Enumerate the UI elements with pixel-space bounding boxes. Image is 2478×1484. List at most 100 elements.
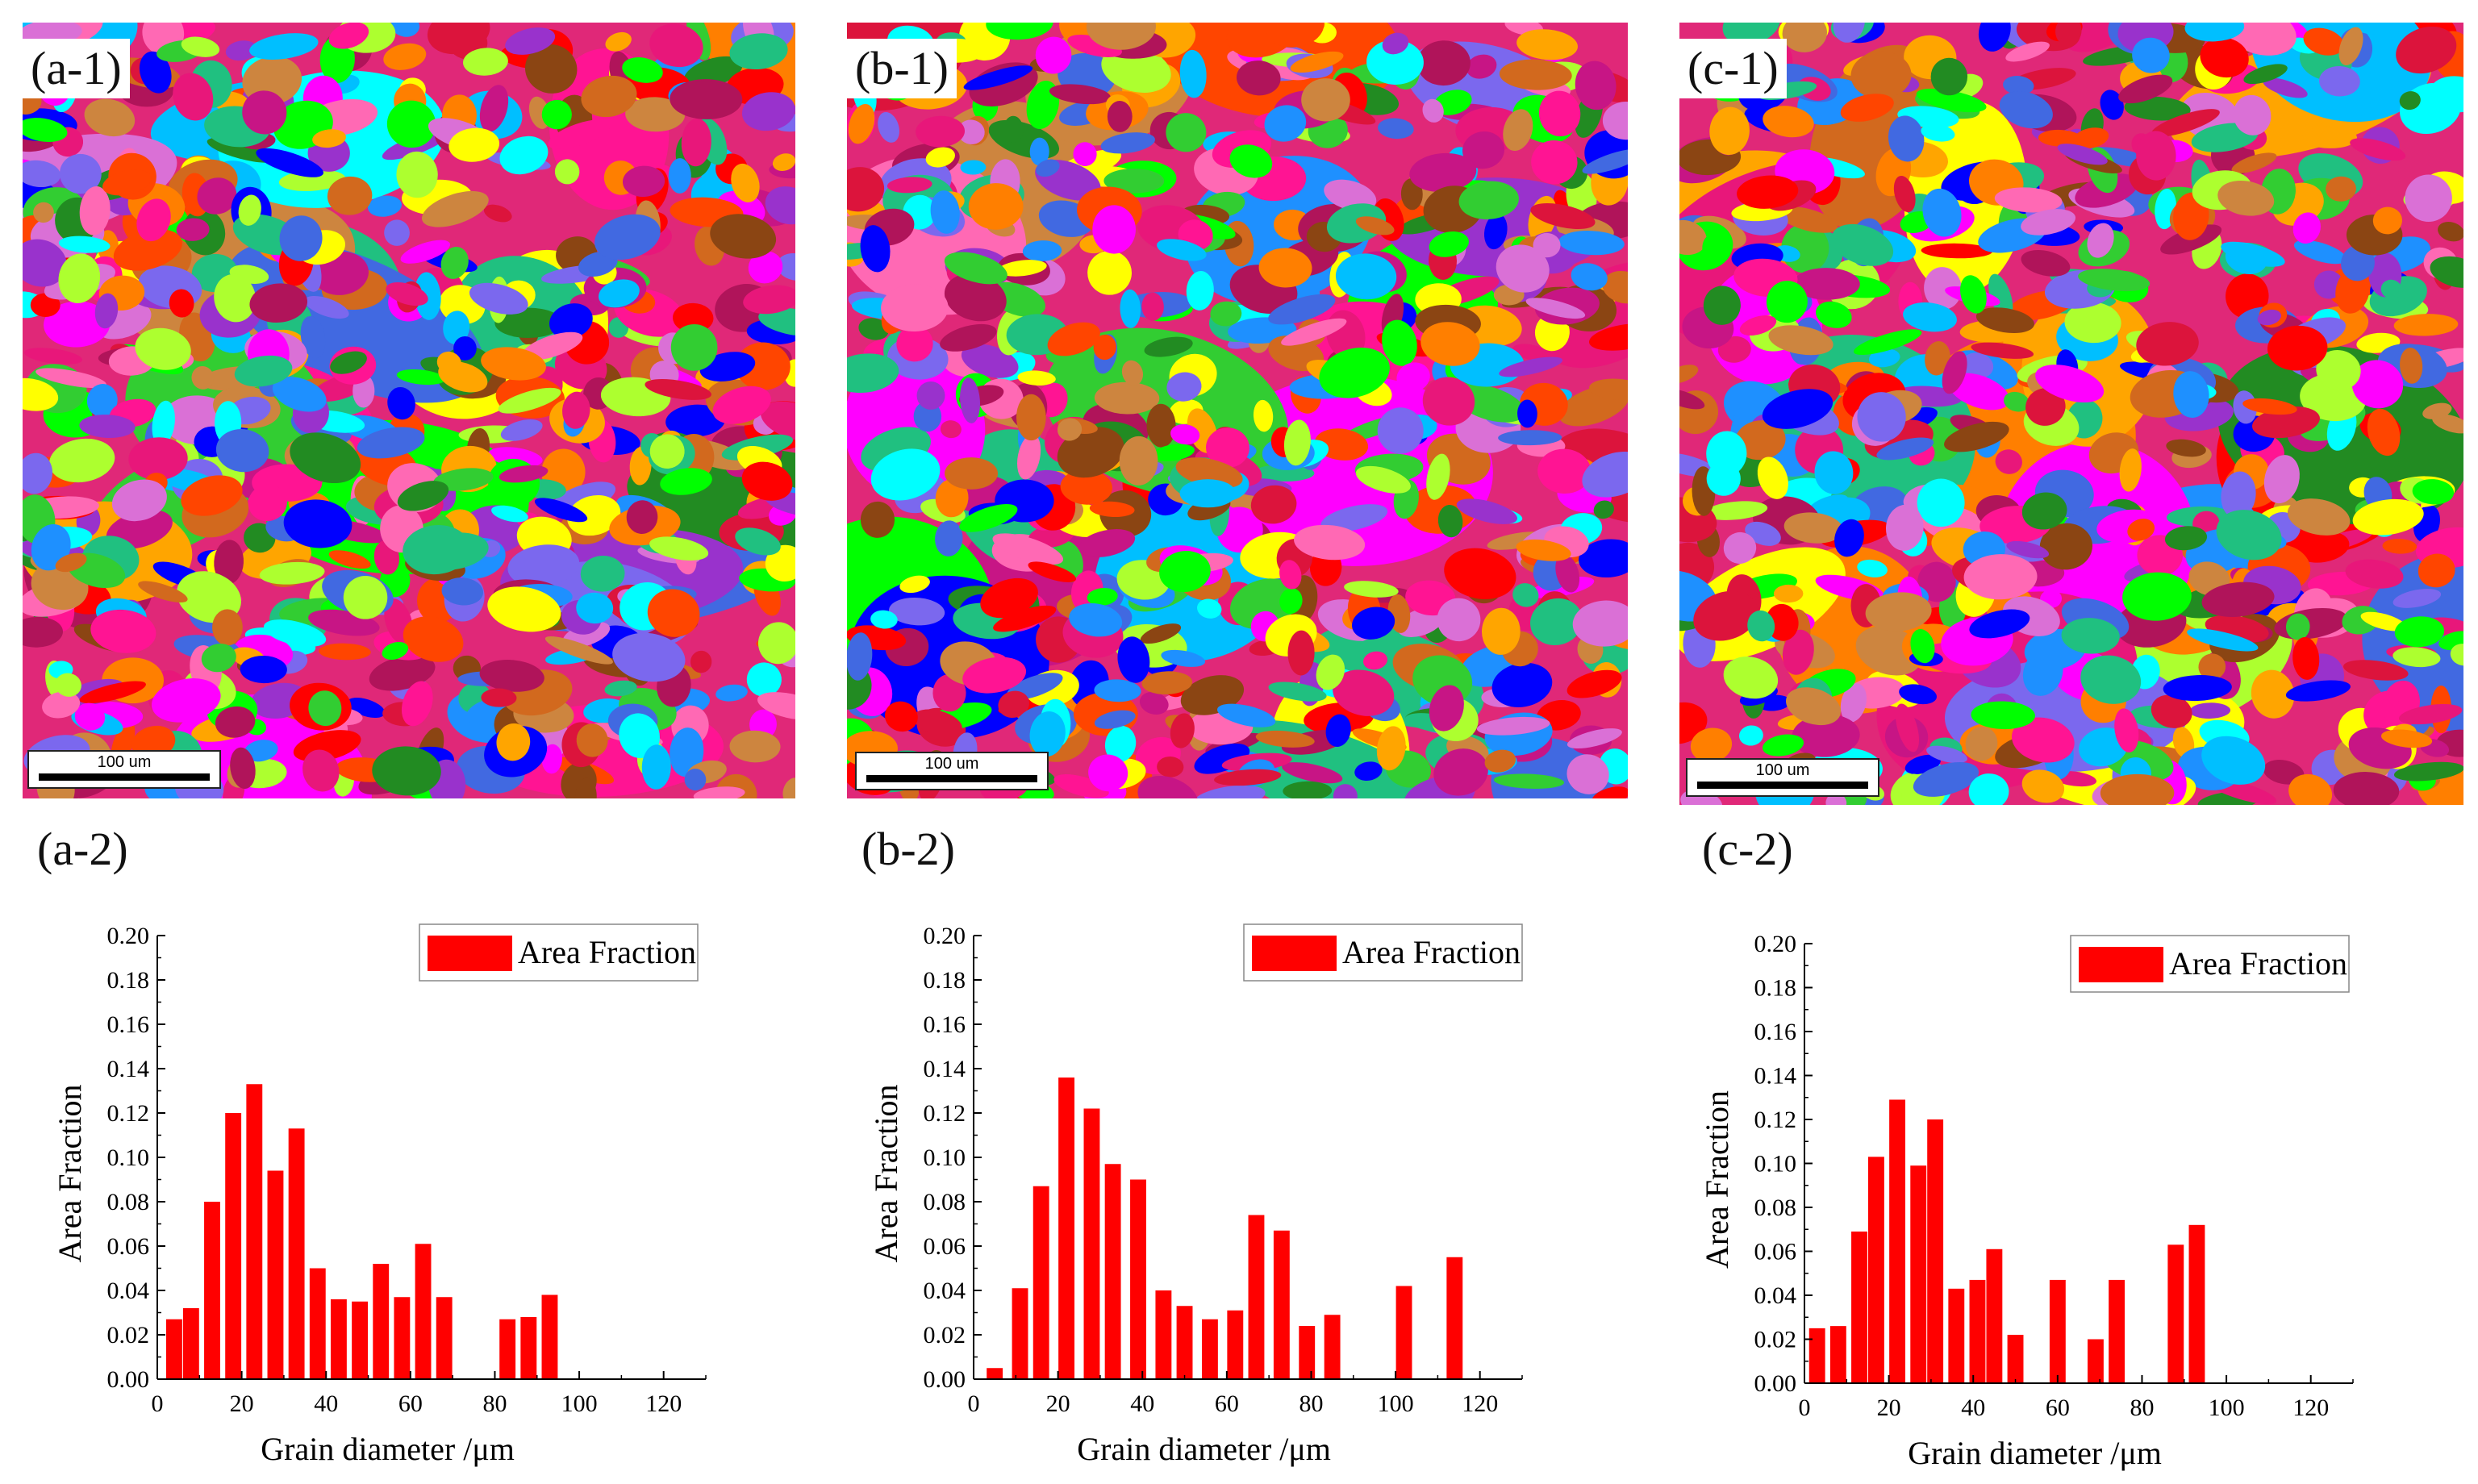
- grain: [2393, 761, 2463, 782]
- x-axis-label: Grain diameter /μm: [1077, 1431, 1331, 1467]
- grain: [645, 379, 711, 400]
- x-tick-label: 40: [1130, 1390, 1154, 1417]
- grain: [327, 176, 373, 215]
- grain: [1320, 504, 1388, 532]
- grain: [1087, 588, 1118, 606]
- grain: [1865, 592, 1932, 632]
- grain: [670, 323, 718, 371]
- grain: [1255, 730, 1315, 748]
- y-tick-label: 0.16: [924, 1011, 966, 1038]
- grain: [448, 127, 500, 162]
- grain: [604, 680, 637, 697]
- x-tick-label: 0: [152, 1390, 164, 1417]
- y-tick-label: 0.12: [1754, 1107, 1797, 1133]
- grain: [524, 44, 578, 94]
- grain: [1344, 581, 1399, 598]
- grain: [2293, 240, 2347, 265]
- grain: [2380, 279, 2402, 299]
- grain: [1325, 714, 1351, 747]
- grain: [1100, 132, 1155, 154]
- grain: [1538, 90, 1581, 137]
- grain: [487, 586, 561, 632]
- grain: [84, 98, 136, 137]
- grain: [1512, 583, 1539, 607]
- grain: [2038, 129, 2082, 147]
- grain: [1437, 504, 1463, 538]
- grain: [367, 195, 402, 217]
- y-tick-label: 0.12: [924, 1100, 966, 1127]
- bar: [2167, 1244, 2184, 1383]
- grain: [1422, 377, 1475, 426]
- bar: [1324, 1315, 1341, 1379]
- grain: [1352, 607, 1395, 640]
- grain: [2292, 212, 2321, 244]
- grain: [1236, 60, 1281, 96]
- grain: [1166, 372, 1202, 402]
- y-axis-label: Area Fraction: [868, 1084, 904, 1262]
- grain: [1266, 23, 1325, 48]
- grain: [2119, 448, 2142, 492]
- grain: [860, 501, 895, 538]
- grain: [1516, 539, 1571, 561]
- grain: [2345, 559, 2404, 589]
- grain: [23, 239, 67, 287]
- grain: [1702, 235, 1725, 266]
- grain: [1762, 389, 1833, 429]
- bar: [1083, 1108, 1100, 1379]
- y-tick-label: 0.06: [107, 1233, 150, 1260]
- grain: [2394, 616, 2445, 648]
- grain: [2287, 498, 2351, 536]
- grain: [1444, 548, 1516, 599]
- grain: [2252, 406, 2320, 439]
- grain: [1420, 322, 1480, 366]
- grain: [1994, 187, 2063, 213]
- grain: [1679, 219, 1707, 256]
- grain: [1833, 23, 1865, 43]
- grain: [2100, 90, 2124, 120]
- grain: [1409, 152, 1477, 192]
- grain: [384, 219, 410, 246]
- grain: [55, 552, 87, 573]
- grain: [944, 252, 1007, 285]
- grain: [2087, 223, 2114, 258]
- grain: [1948, 373, 2010, 411]
- y-tick-label: 0.08: [924, 1189, 966, 1215]
- grain: [1316, 654, 1345, 690]
- grain: [1073, 142, 1097, 166]
- grain: [383, 43, 427, 70]
- grain: [469, 282, 528, 315]
- grain: [1146, 403, 1176, 448]
- grain: [1089, 501, 1135, 517]
- grain: [1999, 91, 2053, 129]
- grain: [1290, 51, 1344, 73]
- histogram-b-svg: 0.00 0.02 0.04 0.06 0.08 0.10 0.12 0.14 0.16 0.18…: [868, 923, 1523, 1467]
- grain: [397, 481, 449, 511]
- grain: [1773, 584, 1804, 603]
- grain: [79, 186, 111, 236]
- y-tick-label: 0.14: [107, 1056, 150, 1082]
- bar: [1927, 1119, 1944, 1383]
- bar: [1867, 1157, 1884, 1383]
- grain: [660, 468, 712, 495]
- grain: [212, 609, 243, 646]
- grain: [2114, 708, 2139, 752]
- x-tick-label: 100: [561, 1390, 598, 1417]
- grain: [963, 65, 1033, 90]
- grain: [1913, 761, 1979, 797]
- grain: [2380, 729, 2433, 748]
- grain: [90, 609, 156, 653]
- grain: [2343, 660, 2409, 681]
- bar: [1273, 1230, 1290, 1379]
- grain: [2350, 23, 2412, 35]
- bar: [246, 1084, 263, 1379]
- grain: [23, 616, 63, 648]
- grain: [765, 544, 795, 582]
- x-tick-label: 20: [230, 1390, 254, 1417]
- grain: [507, 544, 580, 587]
- y-tick-label: 0.02: [107, 1322, 150, 1349]
- grain: [1029, 711, 1066, 757]
- grain: [2173, 371, 2209, 419]
- x-tick-label: 20: [1877, 1394, 1901, 1421]
- grain: [1355, 216, 1395, 236]
- bar: [1889, 1099, 1906, 1383]
